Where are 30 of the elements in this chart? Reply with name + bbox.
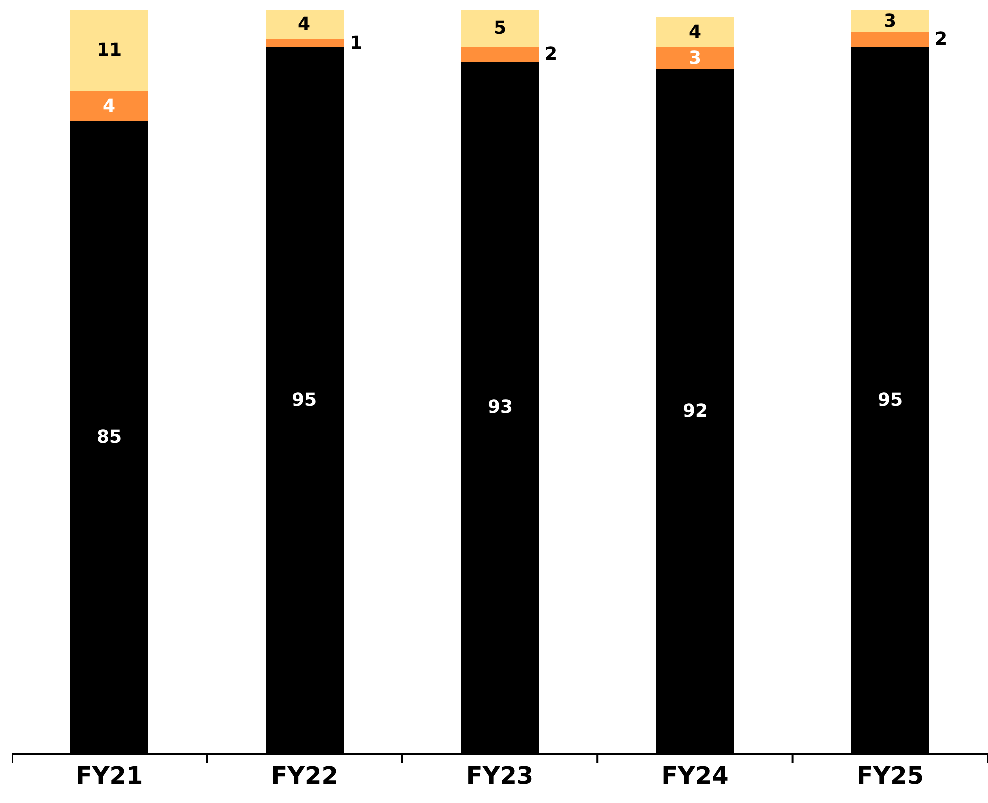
bar [656,47,734,70]
data-label: 3 [884,11,897,32]
data-label: 92 [683,401,708,422]
x-tick-label: FY23 [466,762,534,790]
data-label: 5 [494,18,507,39]
data-label: 95 [878,390,904,411]
data-label: 85 [97,427,122,448]
bar [266,40,344,48]
bar [70,10,149,92]
data-label: 95 [292,390,318,411]
data-label: 4 [103,96,116,117]
x-tick-label: FY22 [271,762,338,790]
data-label: 4 [689,22,702,43]
bar [851,32,930,48]
x-tick-label: FY21 [76,762,144,790]
data-label: 93 [488,397,514,418]
data-label: 1 [350,33,363,54]
bar [656,17,734,48]
data-label: 3 [689,48,702,69]
data-label: 4 [298,14,311,35]
x-tick-label: FY25 [856,762,924,790]
x-tick-label: FY24 [662,762,729,790]
data-label: 2 [545,44,558,65]
bar [851,10,930,32]
bar [266,10,344,40]
bar [460,10,540,48]
bar [70,92,149,122]
data-label: 11 [97,40,122,61]
data-label: 2 [935,29,948,50]
bar [460,47,540,62]
